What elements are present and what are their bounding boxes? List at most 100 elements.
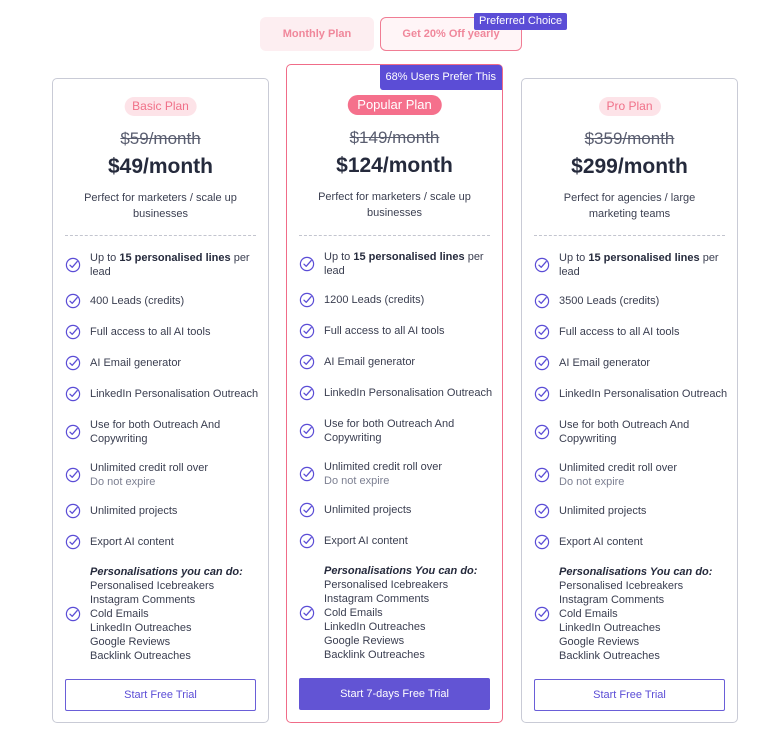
users-prefer-badge: 68% Users Prefer This <box>379 65 502 90</box>
feature-text: Export AI content <box>324 535 408 547</box>
feature-item: Up to 15 personalised lines per lead <box>65 251 260 279</box>
feature-item: LinkedIn Personalisation Outreach <box>534 386 729 402</box>
old-price: $359/month <box>584 129 675 148</box>
check-circle-icon <box>299 292 315 308</box>
start-trial-button[interactable]: Start Free Trial <box>534 679 725 711</box>
check-circle-icon <box>65 467 81 483</box>
plan-description: Perfect for marketers / scale up busines… <box>318 191 471 219</box>
check-circle-icon <box>65 355 81 371</box>
feature-item: LinkedIn Personalisation Outreach <box>299 385 494 401</box>
old-price: $149/month <box>349 128 440 147</box>
current-price: $49/month <box>107 155 214 178</box>
feature-text: 1200 Leads (credits) <box>324 294 425 306</box>
feature-item: LinkedIn Personalisation Outreach <box>65 386 260 402</box>
personalisation-item: Instagram Comments <box>324 593 430 605</box>
feature-text: AI Email generator <box>90 357 182 369</box>
personalisation-item: LinkedIn Outreaches <box>559 622 661 634</box>
feature-text: AI Email generator <box>324 356 416 368</box>
feature-item: Full access to all AI tools <box>534 324 729 340</box>
personalisation-item: Backlink Outreaches <box>559 650 660 662</box>
personalisation-item: Cold Emails <box>90 608 149 620</box>
feature-text: Unlimited projects <box>559 505 647 517</box>
feature-text: Up to 15 personalised lines per lead <box>90 252 250 278</box>
feature-text: Full access to all AI tools <box>559 326 680 338</box>
feature-text: Personalisations You can do: Personalised… <box>559 566 713 662</box>
feature-item: Unlimited credit roll over Do not expire <box>299 460 494 488</box>
feature-item: AI Email generator <box>65 355 260 371</box>
check-circle-icon <box>65 293 81 309</box>
personalisation-item: LinkedIn Outreaches <box>90 622 192 634</box>
check-circle-icon <box>534 467 550 483</box>
feature-text: Use for both Outreach And Copywriting <box>324 418 455 444</box>
feature-text: 3500 Leads (credits) <box>559 295 660 307</box>
feature-item: Unlimited projects <box>65 503 260 519</box>
feature-text: Full access to all AI tools <box>324 325 445 337</box>
start-trial-button[interactable]: Start Free Trial <box>65 679 256 711</box>
feature-text: Export AI content <box>90 536 174 548</box>
check-circle-icon <box>534 606 550 622</box>
feature-item: Export AI content <box>299 533 494 549</box>
feature-item: Use for both Outreach And Copywriting <box>534 418 729 446</box>
current-price: $124/month <box>336 154 453 177</box>
divider <box>65 235 256 236</box>
check-circle-icon <box>299 533 315 549</box>
feature-text: Unlimited credit roll over Do not expire <box>90 462 208 488</box>
feature-text: Up to 15 personalised lines per lead <box>324 251 484 277</box>
feature-text: LinkedIn Personalisation Outreach <box>324 387 493 399</box>
feature-item: Unlimited projects <box>534 503 729 519</box>
personalisation-item: Personalised Icebreakers <box>324 579 449 591</box>
check-circle-icon <box>299 354 315 370</box>
feature-item: Personalisations You can do: Personalised… <box>534 565 729 663</box>
plan-card-basic: Basic Plan $59/month $49/month Perfect for … <box>52 78 269 723</box>
check-circle-icon <box>534 424 550 440</box>
personalisation-item: Personalised Icebreakers <box>90 580 215 592</box>
feature-text: Full access to all AI tools <box>90 326 211 338</box>
check-circle-icon <box>65 386 81 402</box>
feature-item: Personalisations You can do: Personalised… <box>299 564 494 662</box>
check-circle-icon <box>65 324 81 340</box>
feature-text: Up to 15 personalised lines per lead <box>559 252 719 278</box>
start-trial-button[interactable]: Start 7-days Free Trial <box>299 678 490 710</box>
check-circle-icon <box>299 605 315 621</box>
feature-text: 400 Leads (credits) <box>90 295 185 307</box>
personalisation-item: Backlink Outreaches <box>324 649 425 661</box>
feature-item: Export AI content <box>534 534 729 550</box>
feature-item: Up to 15 personalised lines per lead <box>534 251 729 279</box>
plan-card-pro: Pro Plan $359/month $299/month Perfect for … <box>521 78 738 723</box>
personalisation-item: Google Reviews <box>559 636 640 648</box>
check-circle-icon <box>65 424 81 440</box>
personalisation-item: Instagram Comments <box>90 594 196 606</box>
personalisation-item: Instagram Comments <box>559 594 665 606</box>
plan-name-pill: Pro Plan <box>598 97 661 116</box>
feature-item: Full access to all AI tools <box>299 323 494 339</box>
plan-description: Perfect for agencies / large marketing t… <box>563 192 696 220</box>
divider <box>299 235 490 236</box>
personalisation-item: Backlink Outreaches <box>90 650 191 662</box>
preferred-choice-badge: Preferred Choice <box>474 13 568 30</box>
feature-item: AI Email generator <box>299 354 494 370</box>
check-circle-icon <box>65 257 81 273</box>
check-circle-icon <box>534 503 550 519</box>
old-price: $59/month <box>120 129 201 148</box>
feature-text: Personalisations you can do: Personalised… <box>90 566 243 662</box>
personalisation-item: Cold Emails <box>559 608 618 620</box>
feature-text: Export AI content <box>559 536 643 548</box>
personalisation-item: Cold Emails <box>324 607 383 619</box>
check-circle-icon <box>534 324 550 340</box>
check-circle-icon <box>65 503 81 519</box>
personalisation-item: Personalised Icebreakers <box>559 580 684 592</box>
personalisation-item: LinkedIn Outreaches <box>324 621 426 633</box>
feature-text: Use for both Outreach And Copywriting <box>559 419 690 445</box>
monthly-plan-toggle[interactable]: Monthly Plan <box>260 17 374 51</box>
check-circle-icon <box>534 293 550 309</box>
feature-text: Unlimited credit roll over Do not expire <box>559 462 677 488</box>
feature-item: AI Email generator <box>534 355 729 371</box>
personalisation-item: Google Reviews <box>90 636 171 648</box>
plan-description: Perfect for marketers / scale up busines… <box>84 192 237 220</box>
check-circle-icon <box>534 257 550 273</box>
feature-item: Unlimited credit roll over Do not expire <box>65 461 260 489</box>
plan-name-pill: Basic Plan <box>124 97 197 116</box>
check-circle-icon <box>65 606 81 622</box>
check-circle-icon <box>299 466 315 482</box>
check-circle-icon <box>534 355 550 371</box>
